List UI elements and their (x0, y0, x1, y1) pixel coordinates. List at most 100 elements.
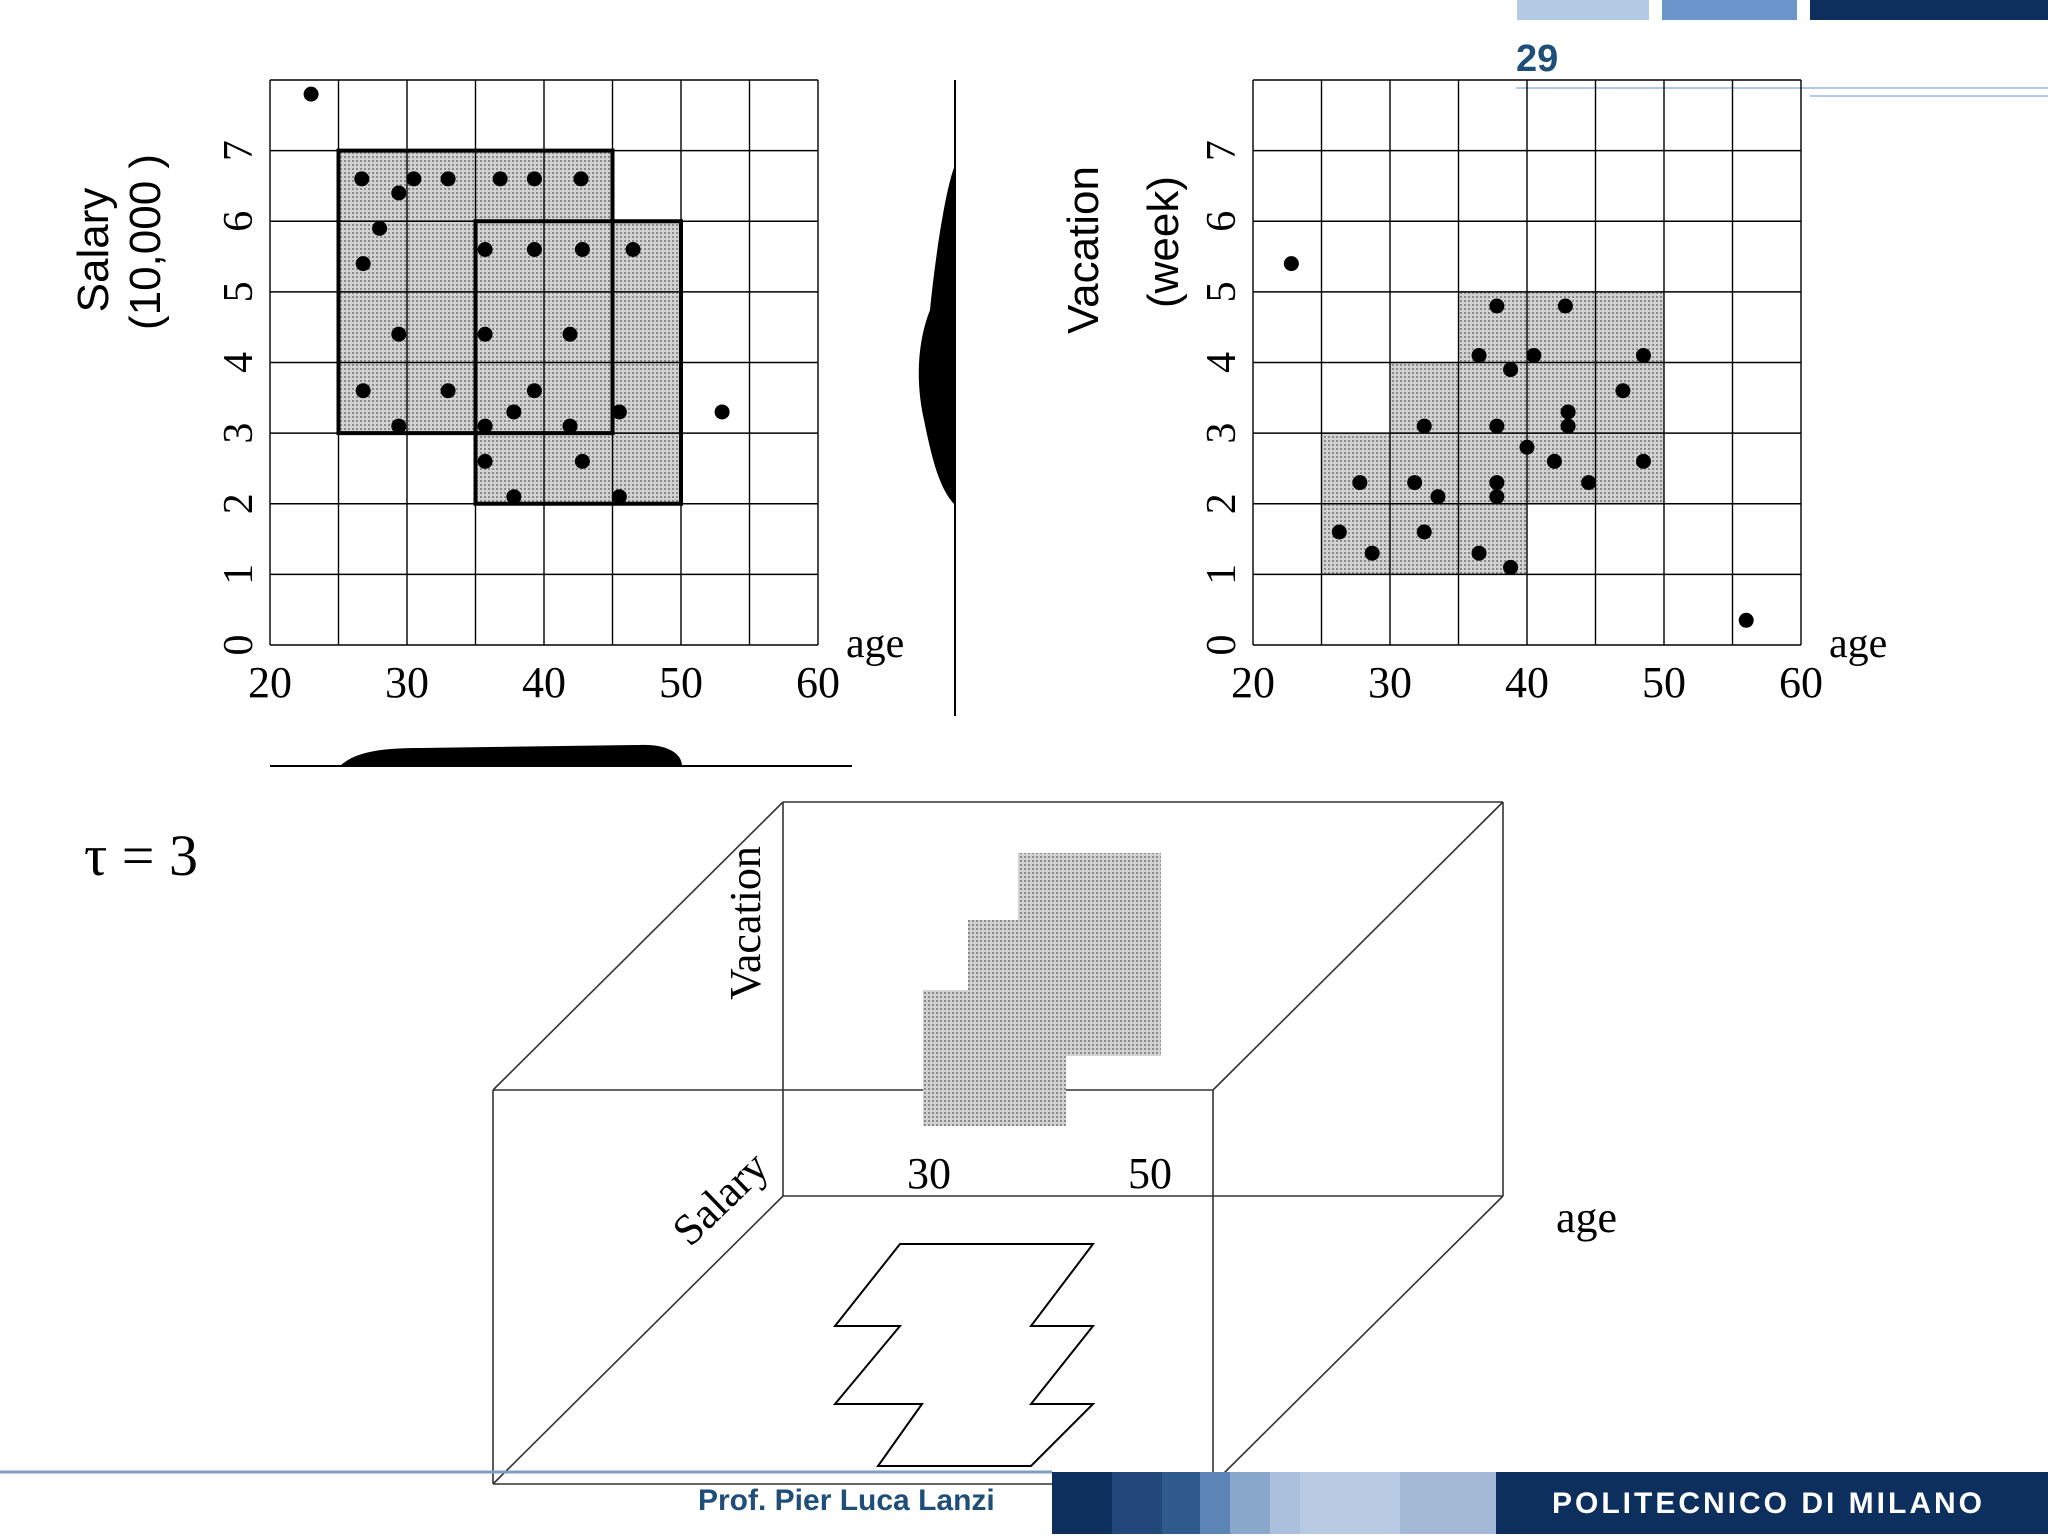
data-point (406, 171, 422, 187)
data-point (1416, 524, 1432, 540)
footer-gradient-bar (1052, 1472, 2048, 1534)
data-point (1283, 256, 1299, 272)
cube-tick-30: 30 (907, 1149, 951, 1198)
data-point (562, 326, 578, 342)
dense-region-fill (1458, 291, 1664, 504)
data-point (1503, 362, 1519, 378)
cube-edge (492, 1195, 784, 1485)
y-axis-label: Salary (69, 188, 118, 313)
cube-dense-region-vacation (923, 853, 1161, 1126)
data-point (1546, 453, 1562, 469)
y-tick-label: 1 (1199, 564, 1245, 585)
salary-age-chart: 20 30 40 50 60 0 1 2 3 4 5 6 7 age Salary (10,000 ) (69, 79, 904, 707)
x-tick-label: 50 (1642, 658, 1686, 707)
data-point (440, 383, 456, 399)
data-point (1416, 418, 1432, 434)
cube-age-label: age (1556, 1193, 1617, 1242)
y-tick-label: 7 (216, 140, 262, 161)
tau-label: τ = 3 (84, 823, 199, 888)
data-point (391, 326, 407, 342)
header-bar-light (1517, 0, 1649, 20)
x-axis-label: age (1829, 621, 1887, 667)
data-point (372, 220, 388, 236)
y-axis-label: Vacation (1059, 166, 1108, 334)
data-point (492, 171, 508, 187)
data-point (1503, 559, 1519, 575)
data-point (1407, 475, 1423, 491)
age-projection-blob (340, 744, 682, 766)
y-tick-label: 4 (216, 352, 262, 373)
data-point (1738, 612, 1754, 628)
y-tick-label: 3 (1199, 423, 1245, 444)
y-tick-label: 1 (216, 564, 262, 585)
data-point (1526, 347, 1542, 363)
footer-institution: POLITECNICO DI MILANO (1552, 1487, 1985, 1520)
cube-salary-label: Salary (663, 1142, 778, 1255)
cube-edge (1212, 801, 1504, 1091)
data-point (1581, 475, 1597, 491)
x-tick-label: 50 (659, 658, 703, 707)
data-point (477, 453, 493, 469)
data-point (611, 404, 627, 420)
cube-edge (492, 801, 784, 1091)
y-tick-label: 7 (1199, 140, 1245, 161)
x-tick-label: 60 (796, 658, 840, 707)
data-point (1635, 347, 1651, 363)
slide-number: 29 (1516, 38, 1559, 80)
data-point (562, 418, 578, 434)
x-tick-label: 40 (522, 658, 566, 707)
data-point (1364, 545, 1380, 561)
data-point (355, 383, 371, 399)
data-point (1489, 475, 1505, 491)
data-point (1352, 475, 1368, 491)
y-axis-label-unit: (week) (1139, 176, 1188, 308)
x-tick-label: 60 (1779, 658, 1823, 707)
cube-edge (1212, 1195, 1504, 1485)
header-bar-mid (1662, 0, 1797, 20)
data-point (526, 383, 542, 399)
data-point (1560, 418, 1576, 434)
data-point (1489, 489, 1505, 505)
x-tick-label: 30 (1368, 658, 1412, 707)
data-point (1430, 489, 1446, 505)
data-point (303, 86, 319, 102)
data-point (1471, 347, 1487, 363)
data-point (506, 489, 522, 505)
salary-projection-blob (918, 165, 955, 505)
x-tick-label: 30 (385, 658, 429, 707)
data-point (714, 404, 730, 420)
x-tick-label: 40 (1505, 658, 1549, 707)
data-point (355, 256, 371, 272)
header-bar-dark (1810, 0, 2048, 20)
data-point (574, 242, 590, 257)
data-point (1615, 383, 1631, 399)
data-point (477, 418, 493, 434)
data-point (1489, 298, 1505, 314)
y-tick-label: 4 (1199, 352, 1245, 373)
cube-tick-50: 50 (1128, 1149, 1172, 1198)
data-point (573, 171, 589, 187)
data-point (1560, 404, 1576, 420)
data-point (506, 404, 522, 420)
data-point (574, 453, 590, 469)
x-tick-label: 20 (248, 658, 292, 707)
data-point (477, 326, 493, 342)
data-point (391, 418, 407, 434)
data-point (526, 171, 542, 187)
x-tick-label: 20 (1231, 658, 1275, 707)
y-tick-label: 0 (1199, 635, 1245, 656)
data-point (354, 171, 370, 187)
y-tick-label: 2 (1199, 493, 1245, 514)
y-tick-label: 2 (216, 493, 262, 514)
cube-vacation-label: Vacation (721, 846, 770, 1000)
data-point (1489, 418, 1505, 434)
cube-dense-region-salary (832, 1243, 1096, 1467)
dense-region-outline (473, 219, 683, 506)
y-tick-label: 6 (216, 211, 262, 232)
y-tick-label: 5 (1199, 281, 1245, 302)
data-point (391, 185, 407, 201)
data-point (611, 489, 627, 505)
x-axis-label: age (846, 621, 904, 667)
